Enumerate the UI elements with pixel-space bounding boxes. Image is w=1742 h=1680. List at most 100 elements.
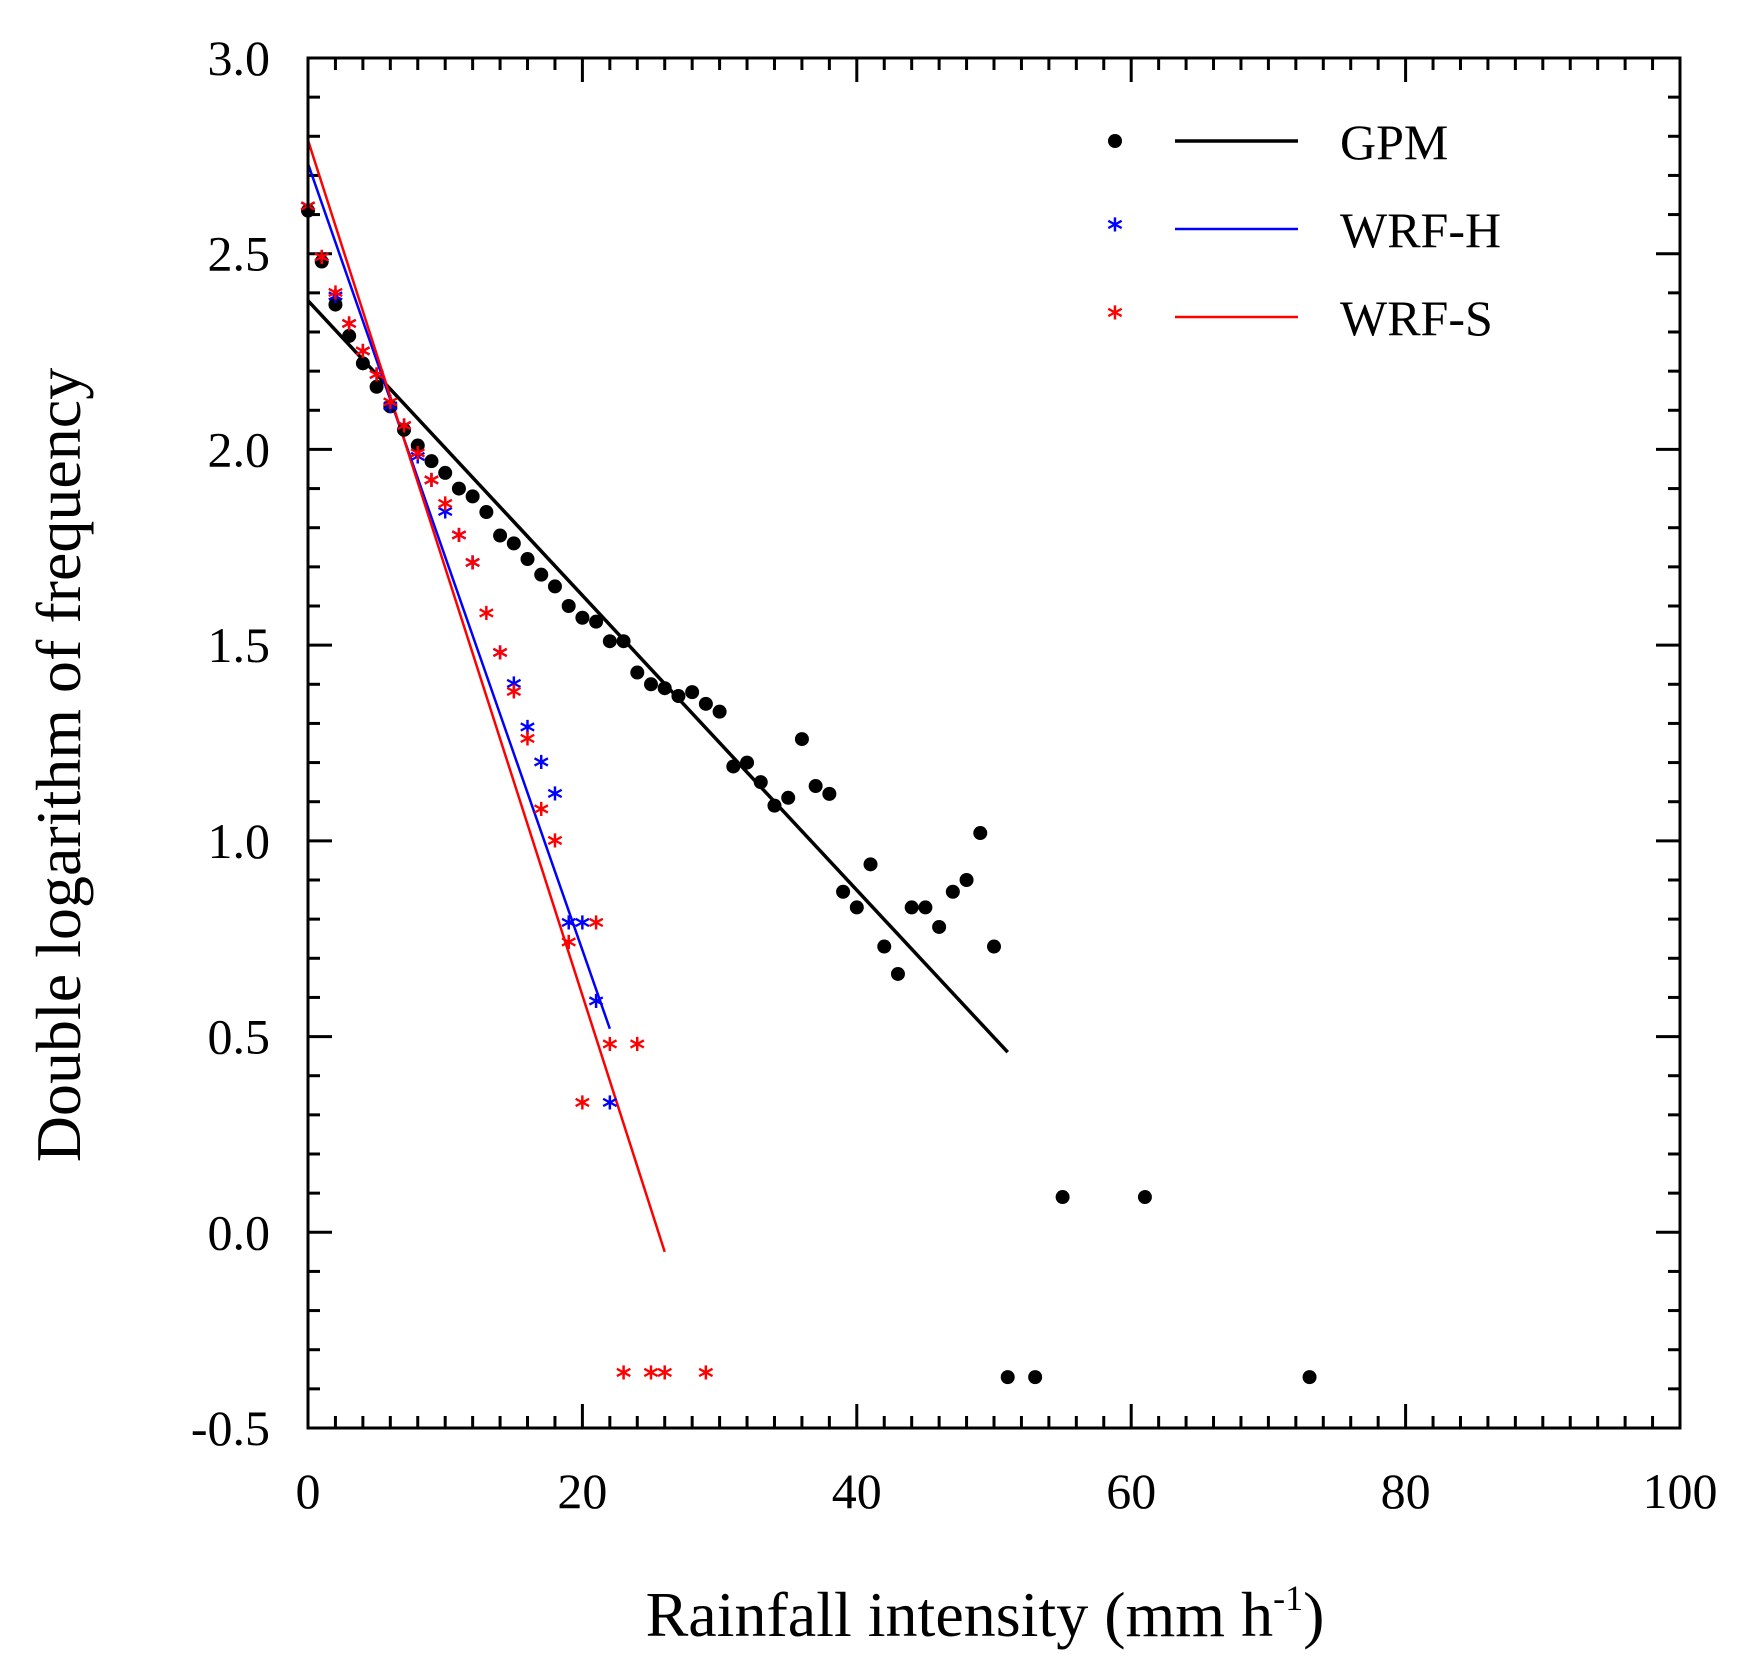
data-point-gpm [836, 884, 851, 899]
data-point-gpm [630, 665, 645, 680]
data-point-gpm [589, 614, 604, 629]
data-point-gpm [877, 939, 892, 954]
fit-lines [306, 139, 1010, 1253]
data-point-wrf-s: * [465, 551, 481, 586]
data-points: ****************************************… [300, 195, 1317, 1396]
data-point-gpm [1137, 1190, 1152, 1205]
axis-ticks [306, 56, 1682, 1430]
x-tick-label: 60 [1106, 1463, 1156, 1519]
legend-label-wrf-s: WRF-S [1340, 290, 1493, 346]
data-point-wrf-h: * [355, 339, 371, 374]
data-point-gpm [644, 677, 658, 692]
data-point-wrf-h: * [328, 285, 344, 320]
data-point-wrf-h: * [602, 1091, 618, 1126]
data-point-wrf-s: * [575, 1091, 591, 1126]
data-point-wrf-h: * [561, 911, 577, 946]
data-point-gpm [849, 900, 864, 915]
data-point-gpm [602, 634, 617, 649]
data-point-gpm [383, 399, 398, 414]
plot-frame [306, 56, 1682, 1430]
x-tick-label: 100 [1643, 1463, 1718, 1519]
data-point-wrf-s: * [657, 1361, 673, 1396]
data-point-wrf-s: * [533, 797, 549, 832]
legend-label-gpm: GPM [1340, 114, 1448, 170]
data-point-wrf-h: * [396, 414, 412, 449]
data-point-gpm [698, 696, 713, 711]
data-point-gpm [753, 775, 768, 790]
y-tick-label: 0.5 [208, 1009, 271, 1065]
data-point-gpm [397, 422, 412, 437]
data-point-gpm [561, 599, 576, 613]
data-point-gpm [1055, 1190, 1070, 1205]
data-point-wrf-s: * [328, 281, 344, 316]
data-point-gpm [918, 900, 933, 915]
y-tick-label: 0.0 [208, 1204, 271, 1260]
data-point-gpm [932, 919, 947, 934]
data-point-gpm [465, 489, 480, 504]
x-axis-label-close: ) [1303, 1579, 1324, 1650]
data-point-gpm [534, 567, 549, 582]
data-point-wrf-s: * [410, 441, 426, 476]
legend-item-wrf-s: * WRF-S [1107, 290, 1493, 346]
data-point-wrf-s: * [643, 1361, 659, 1396]
data-point-gpm [493, 528, 508, 543]
data-point-gpm [424, 454, 439, 469]
data-point-gpm [712, 704, 727, 719]
legend-label-wrf-h: WRF-H [1340, 202, 1501, 258]
y-axis-label: Double logarithm of frequency [23, 368, 94, 1162]
data-point-gpm [438, 465, 453, 480]
data-point-gpm [410, 438, 425, 453]
data-point-wrf-s: * [451, 523, 467, 558]
data-point-wrf-h: * [424, 469, 440, 504]
data-point-wrf-s: * [479, 602, 495, 637]
data-point-gpm [1000, 1370, 1015, 1385]
data-point-wrf-s: * [506, 680, 522, 715]
data-point-gpm [726, 759, 741, 774]
data-point-wrf-s: * [698, 1361, 714, 1396]
fit-line-gpm [306, 299, 1010, 1054]
data-point-gpm [657, 681, 672, 696]
data-point-wrf-h: * [437, 500, 453, 535]
data-point-gpm [1302, 1370, 1317, 1385]
fit-line-wrf-h [306, 163, 612, 1030]
legend: GPM * WRF-H * WRF-S [1107, 114, 1501, 346]
y-tick-label: 2.0 [208, 421, 271, 477]
data-point-wrf-s: * [492, 641, 508, 676]
data-point-wrf-h: * [382, 394, 398, 429]
data-point-wrf-s: * [424, 469, 440, 504]
data-point-gpm [973, 826, 988, 841]
data-point-gpm [616, 634, 631, 649]
data-point-wrf-h: * [588, 989, 604, 1024]
x-axis-label: Rainfall intensity (mm h-1) [646, 1578, 1325, 1650]
data-point-wrf-h: * [506, 672, 522, 707]
data-point-gpm [328, 297, 343, 312]
y-tick-label: 3.0 [208, 30, 271, 86]
legend-item-wrf-h: * WRF-H [1107, 202, 1501, 258]
data-point-wrf-h: * [341, 312, 357, 347]
data-point-gpm [781, 790, 796, 805]
data-point-wrf-s: * [341, 312, 357, 347]
data-point-wrf-s: * [314, 246, 330, 281]
legend-marker-wrf-h: * [1107, 213, 1123, 248]
data-point-wrf-s: * [369, 363, 385, 398]
data-point-wrf-h: * [575, 911, 591, 946]
data-point-gpm [863, 857, 878, 872]
data-point-wrf-s: * [382, 390, 398, 425]
data-point-wrf-h: * [492, 641, 508, 676]
data-point-gpm [671, 689, 686, 704]
data-point-wrf-s: * [602, 1032, 618, 1067]
x-tick-label: 40 [832, 1463, 882, 1519]
data-point-wrf-h: * [520, 715, 536, 750]
data-point-gpm [822, 786, 837, 801]
data-point-gpm [575, 610, 590, 625]
data-point-gpm [767, 798, 782, 813]
data-point-gpm [314, 254, 329, 269]
data-point-gpm [945, 884, 960, 899]
x-tick-label: 0 [296, 1463, 321, 1519]
y-tick-label: 1.0 [208, 813, 271, 869]
data-point-wrf-h: * [369, 363, 385, 398]
legend-item-gpm: GPM [1108, 114, 1448, 170]
y-tick-label: -0.5 [191, 1400, 270, 1456]
data-point-wrf-s: * [561, 931, 577, 966]
